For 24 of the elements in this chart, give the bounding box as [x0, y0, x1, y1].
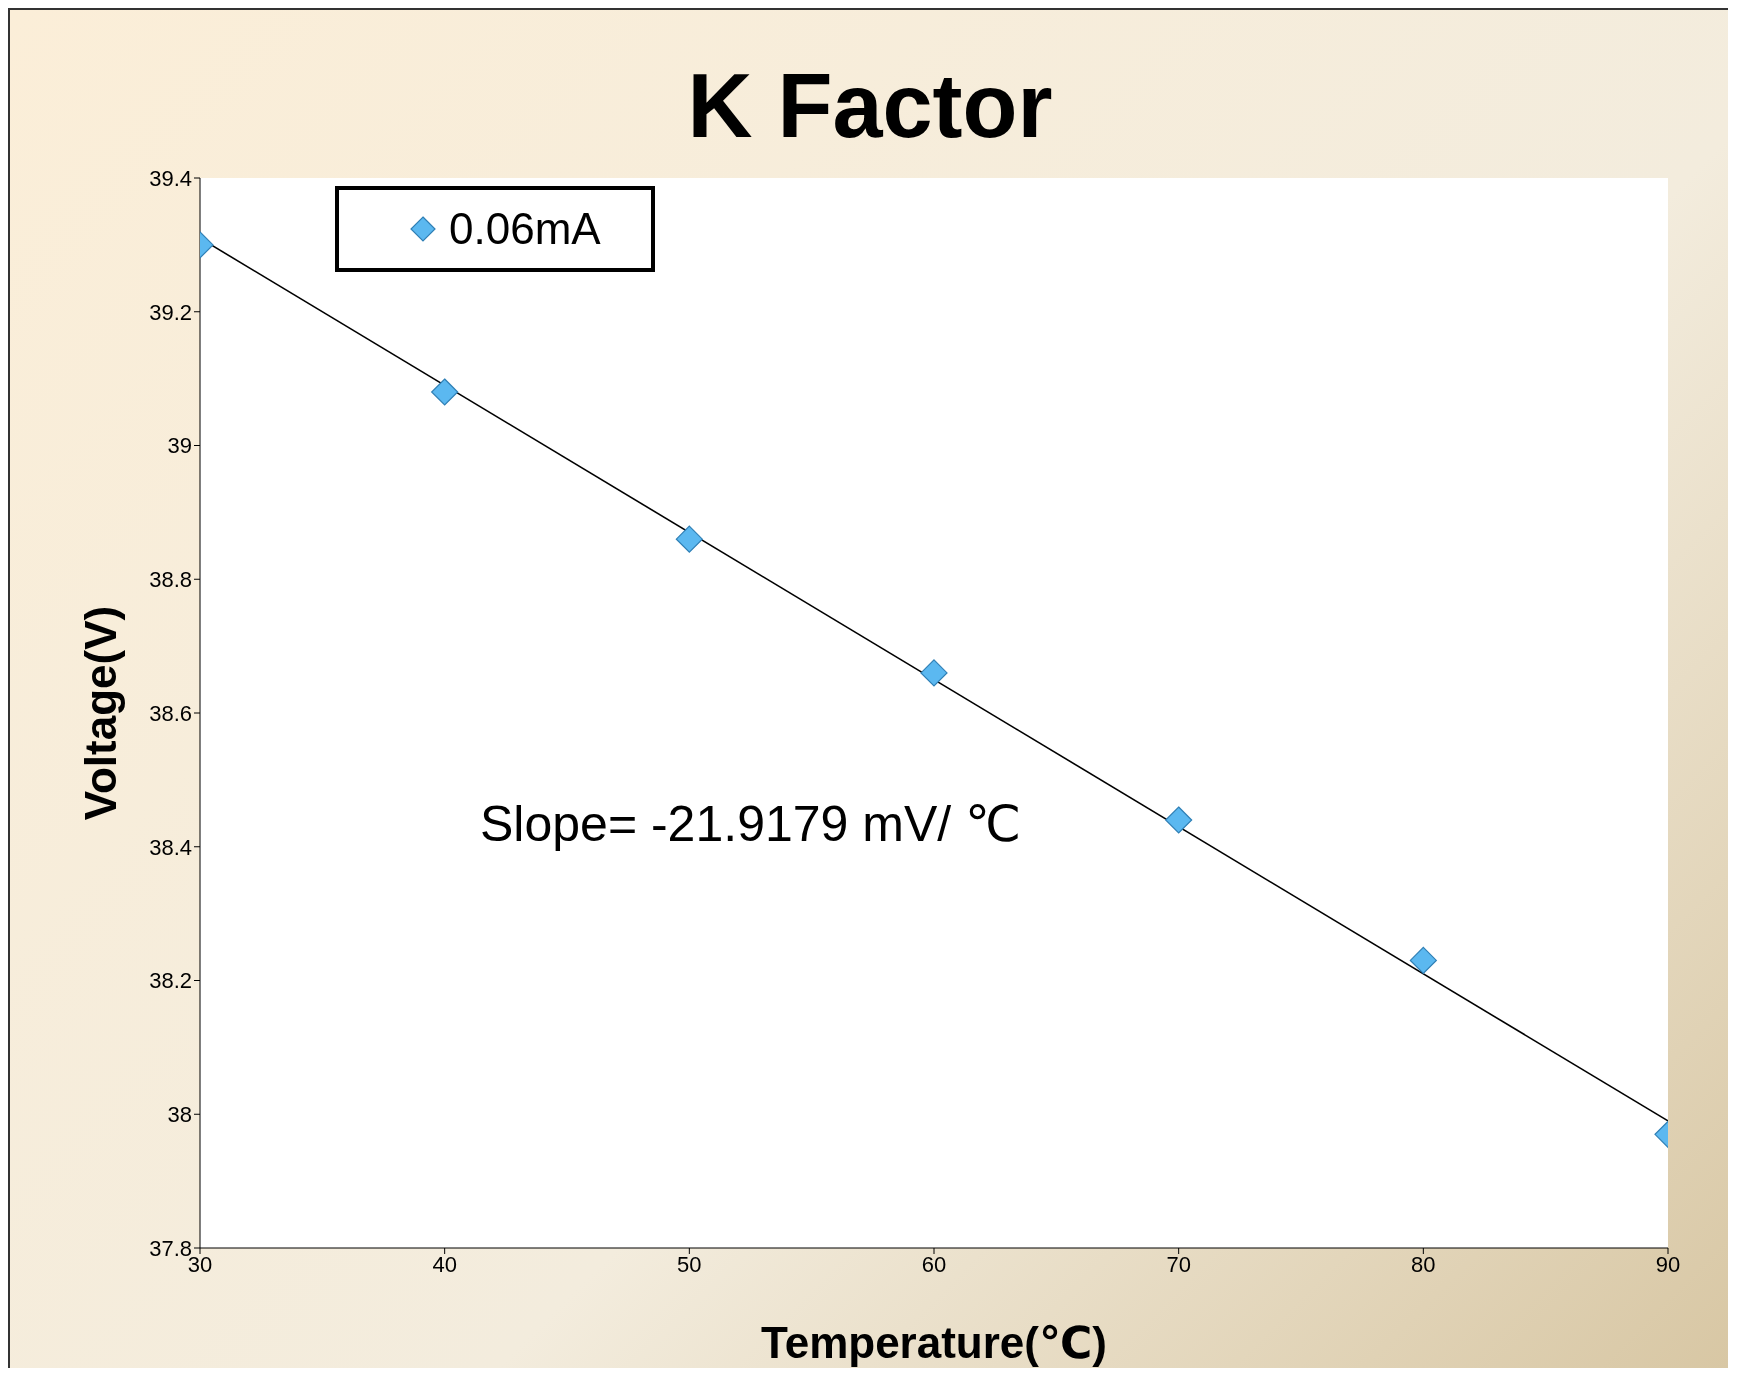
y-tick-label: 39.2: [149, 299, 192, 325]
x-axis-title: Temperature(℃): [761, 1318, 1107, 1367]
y-tick-label: 38.2: [149, 968, 192, 994]
x-tick-label: 50: [677, 1251, 702, 1277]
y-axis-title: Voltage(V): [75, 605, 125, 821]
chart-title: K Factor: [686, 55, 1054, 158]
x-tick-label: 90: [1655, 1251, 1681, 1277]
y-tick-label: 39.4: [149, 165, 192, 191]
y-tick-label: 38: [167, 1102, 192, 1128]
y-tick-label: 38.4: [149, 834, 192, 860]
annotation: Slope= -21.9179 mV/ ℃: [480, 795, 1022, 853]
x-tick-label: 40: [432, 1251, 457, 1277]
x-tick-label: 60: [921, 1251, 947, 1277]
x-tick-label: 80: [1411, 1251, 1436, 1277]
legend-label: 0.06mA: [449, 204, 601, 254]
y-tick-label: 39: [167, 433, 192, 459]
x-tick-label: 70: [1166, 1251, 1191, 1277]
y-tick-label: 38.8: [149, 567, 192, 593]
point: [675, 525, 703, 553]
y-tick-label: 38.6: [149, 700, 192, 726]
point: [1165, 806, 1193, 834]
point: [431, 378, 459, 406]
point: [920, 659, 948, 687]
point: [1409, 946, 1437, 975]
